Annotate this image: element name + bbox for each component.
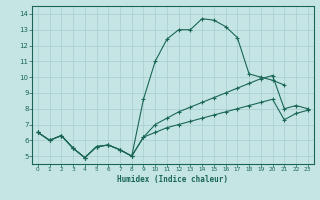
- X-axis label: Humidex (Indice chaleur): Humidex (Indice chaleur): [117, 175, 228, 184]
